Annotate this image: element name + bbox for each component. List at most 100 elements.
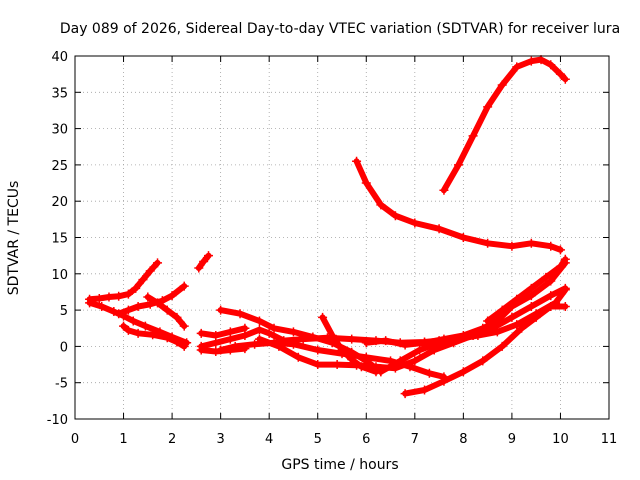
data-point	[167, 291, 177, 301]
data-point	[162, 333, 172, 343]
data-point	[536, 55, 546, 65]
data-point	[517, 323, 527, 333]
data-track-19	[483, 254, 570, 326]
data-point	[560, 254, 570, 264]
data-point	[376, 200, 386, 210]
data-point	[546, 60, 556, 70]
data-point	[240, 323, 250, 333]
data-point	[347, 334, 357, 344]
data-point	[497, 80, 507, 90]
data-point	[526, 283, 536, 293]
data-point	[114, 309, 124, 319]
data-point	[332, 360, 342, 370]
data-point	[133, 301, 143, 311]
data-point	[131, 283, 141, 293]
x-tick-label: 8	[459, 432, 467, 447]
y-tick-label: 15	[51, 232, 68, 247]
data-point	[337, 345, 347, 355]
data-point	[410, 356, 420, 366]
data-point	[143, 292, 153, 302]
data-point	[507, 312, 517, 322]
data-point	[361, 352, 371, 362]
data-point	[376, 367, 386, 377]
data-point	[390, 211, 400, 221]
data-point	[254, 334, 264, 344]
data-track-8	[196, 323, 250, 341]
y-tick-label: 20	[51, 195, 68, 210]
data-point	[356, 362, 366, 372]
y-tick-label: -5	[55, 377, 68, 392]
data-point	[497, 341, 507, 351]
y-tick-label: 25	[51, 159, 68, 174]
data-point	[179, 281, 189, 291]
data-point	[172, 312, 182, 322]
y-tick-label: 5	[60, 304, 68, 319]
data-point	[123, 325, 133, 335]
x-tick-label: 11	[601, 432, 618, 447]
data-point	[492, 327, 502, 337]
data-point	[235, 309, 245, 319]
data-point	[512, 320, 522, 330]
data-point	[512, 62, 522, 72]
data-point	[434, 338, 444, 348]
data-point	[458, 367, 468, 377]
data-point	[133, 328, 143, 338]
data-point	[313, 345, 323, 355]
data-point	[196, 328, 206, 338]
data-point	[410, 218, 420, 228]
data-point	[179, 341, 189, 351]
y-tick-label: 10	[51, 268, 68, 283]
data-point	[196, 345, 206, 355]
data-point	[507, 241, 517, 251]
data-point	[434, 224, 444, 234]
data-point	[512, 294, 522, 304]
data-point	[85, 298, 95, 308]
data-point	[439, 185, 449, 195]
data-point	[478, 356, 488, 366]
data-point	[473, 331, 483, 341]
data-point	[216, 345, 226, 355]
data-point	[468, 131, 478, 141]
chart-title: Day 089 of 2026, Sidereal Day-to-day VTE…	[60, 21, 620, 37]
data-point	[318, 312, 328, 322]
data-point	[148, 330, 158, 340]
data-point	[204, 251, 213, 261]
data-point	[254, 325, 264, 335]
data-track-18	[439, 55, 570, 195]
data-point	[361, 338, 371, 348]
x-tick-label: 7	[411, 432, 419, 447]
data-track-line	[402, 303, 569, 397]
x-tick-label: 10	[552, 432, 569, 447]
data-point	[381, 336, 391, 346]
data-point	[415, 345, 425, 355]
y-tick-label: 35	[51, 86, 68, 101]
data-track-4	[119, 321, 189, 351]
axis-ticks: 0 1 2 3 4 5 6 7 8 9 10 11 -10 -5 0 5 10 15 20 25 30 35 40	[47, 50, 618, 447]
data-point	[172, 337, 182, 347]
data-point	[153, 298, 163, 308]
data-point	[250, 339, 260, 349]
data-point	[327, 331, 337, 341]
data-track-line	[319, 314, 379, 375]
data-point	[560, 74, 570, 84]
data-point	[230, 341, 240, 351]
data-point	[395, 356, 405, 366]
data-track-14	[352, 156, 565, 255]
data-track-line	[363, 259, 569, 348]
data-point	[560, 285, 570, 295]
data-point	[526, 56, 536, 66]
data-point	[526, 238, 536, 248]
data-point	[114, 291, 124, 301]
data-track-17	[400, 301, 570, 399]
data-point	[420, 385, 430, 395]
data-point	[454, 160, 464, 170]
data-track-1	[85, 258, 163, 304]
data-point	[153, 258, 163, 268]
data-point	[199, 256, 209, 266]
data-point	[454, 334, 464, 344]
data-track-line	[198, 325, 248, 339]
data-point	[140, 321, 150, 331]
data-point	[119, 321, 129, 331]
data-point	[128, 316, 138, 326]
data-track-13	[318, 312, 381, 377]
